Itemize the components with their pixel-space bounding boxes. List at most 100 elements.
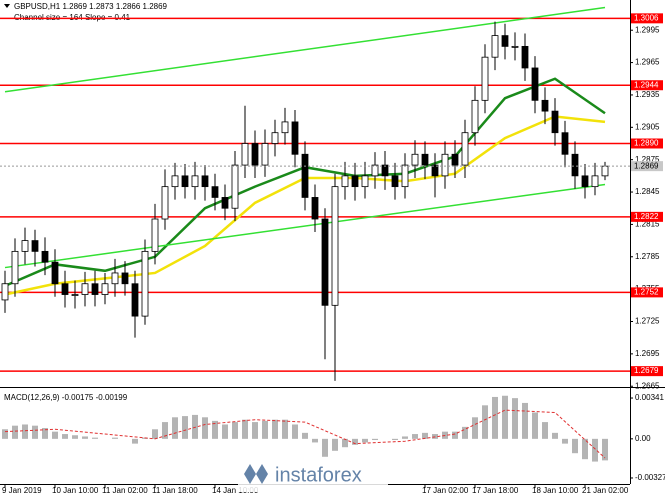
candle-body — [441, 153, 449, 177]
macd-bar — [182, 416, 188, 439]
candle-body — [241, 143, 249, 166]
macd-bar — [72, 435, 78, 439]
candle-body — [261, 143, 269, 166]
candle-body — [81, 283, 89, 295]
macd-bar — [392, 438, 398, 441]
candle-body — [231, 164, 239, 209]
watermark-logo — [244, 464, 268, 484]
macd-y-tick-label: 0.00341 — [635, 393, 664, 402]
macd-bar — [532, 412, 538, 439]
macd-bar — [62, 434, 68, 439]
candle-body — [221, 197, 229, 209]
macd-bar — [322, 438, 328, 457]
header: GBPUSD,H1 1.2869 1.2873 1.2866 1.2869 — [14, 2, 168, 11]
macd-title: MACD(12,26,9) -0.00175 -0.00199 — [4, 393, 128, 402]
level-label: 1.2890 — [634, 139, 659, 148]
macd-bar — [2, 429, 8, 439]
macd-bar — [422, 432, 428, 439]
candle-body — [401, 164, 409, 188]
macd-bar — [602, 438, 608, 461]
candle-body — [61, 283, 69, 295]
candle-body — [531, 67, 539, 101]
macd-bar — [32, 425, 38, 439]
macd-bar — [492, 396, 498, 439]
macd-signal — [4, 409, 606, 459]
macd-bar — [202, 417, 208, 439]
candle-body — [361, 175, 369, 188]
y-tick-label: 1.2815 — [635, 220, 660, 229]
candle-body — [51, 261, 59, 285]
macd-bar — [412, 434, 418, 439]
macd-bar — [132, 438, 138, 444]
candle-body — [291, 121, 299, 155]
candle-body — [341, 175, 349, 188]
x-tick-label: 18 Jan 10:00 — [532, 486, 579, 495]
y-tick-label: 1.2665 — [635, 381, 660, 390]
candle-body — [211, 186, 219, 198]
level-label: 1.2679 — [634, 366, 659, 375]
macd-bar — [92, 437, 98, 439]
macd-bar — [52, 431, 58, 439]
macd-bar — [252, 422, 258, 439]
watermark: instaforex — [238, 458, 388, 492]
candle-body — [461, 132, 469, 166]
candle-body — [451, 153, 459, 166]
y-tick-label: 1.2995 — [635, 25, 660, 34]
level-box — [631, 211, 663, 222]
candle-body — [301, 153, 309, 198]
x-tick-label: 21 Jan 02:00 — [582, 486, 629, 495]
level-box — [631, 287, 663, 298]
y-tick-label: 1.2935 — [635, 90, 660, 99]
macd-bar — [112, 437, 118, 439]
candle-body — [271, 132, 279, 144]
level-label: 1.3006 — [634, 13, 659, 22]
candle-body — [391, 175, 399, 188]
candle-body — [501, 35, 509, 47]
macd-bar — [462, 426, 468, 439]
candle-body — [381, 164, 389, 177]
level-box — [631, 80, 663, 91]
candle-body — [151, 218, 159, 252]
x-tick-label: 10 Jan 10:00 — [52, 486, 99, 495]
macd-bar — [402, 436, 408, 439]
collapse-icon — [4, 4, 10, 8]
level-box — [631, 366, 663, 377]
candle-body — [521, 45, 529, 69]
candle-body — [331, 186, 339, 306]
candle-body — [561, 132, 569, 155]
candle-body — [431, 164, 439, 177]
macd-bar — [242, 419, 248, 439]
macd-bar — [522, 402, 528, 439]
x-tick-label: 11 Jan 18:00 — [152, 486, 198, 495]
macd-bar — [362, 438, 368, 443]
candle-body — [581, 175, 589, 188]
macd-bar — [342, 438, 348, 448]
candle-body — [601, 165, 609, 177]
candle-body — [571, 153, 579, 177]
macd-bar — [482, 405, 488, 439]
level-box — [631, 138, 663, 149]
candle-body — [491, 35, 499, 58]
candle-body — [421, 153, 429, 166]
level-box — [631, 13, 663, 24]
candle-body — [411, 153, 419, 166]
last-price-box — [631, 161, 663, 172]
macd-bar — [222, 424, 228, 439]
x-tick-label: 17 Jan 02:00 — [422, 486, 469, 495]
macd-bar — [292, 424, 298, 439]
candle-body — [31, 240, 39, 252]
macd-bar — [592, 438, 598, 462]
candle-body — [101, 283, 109, 295]
x-tick-label: 14 Jan 10:00 — [212, 486, 259, 495]
macd-bar — [582, 438, 588, 460]
macd-bar — [42, 428, 48, 439]
watermark-text: instaforex — [275, 464, 362, 486]
macd-bar — [172, 417, 178, 439]
x-tick-label: 17 Jan 18:00 — [472, 486, 519, 495]
macd-bar — [212, 420, 218, 439]
candle-body — [201, 175, 209, 188]
candle-body — [511, 45, 519, 48]
y-tick-label: 1.2725 — [635, 317, 660, 326]
macd-bar — [542, 422, 548, 439]
